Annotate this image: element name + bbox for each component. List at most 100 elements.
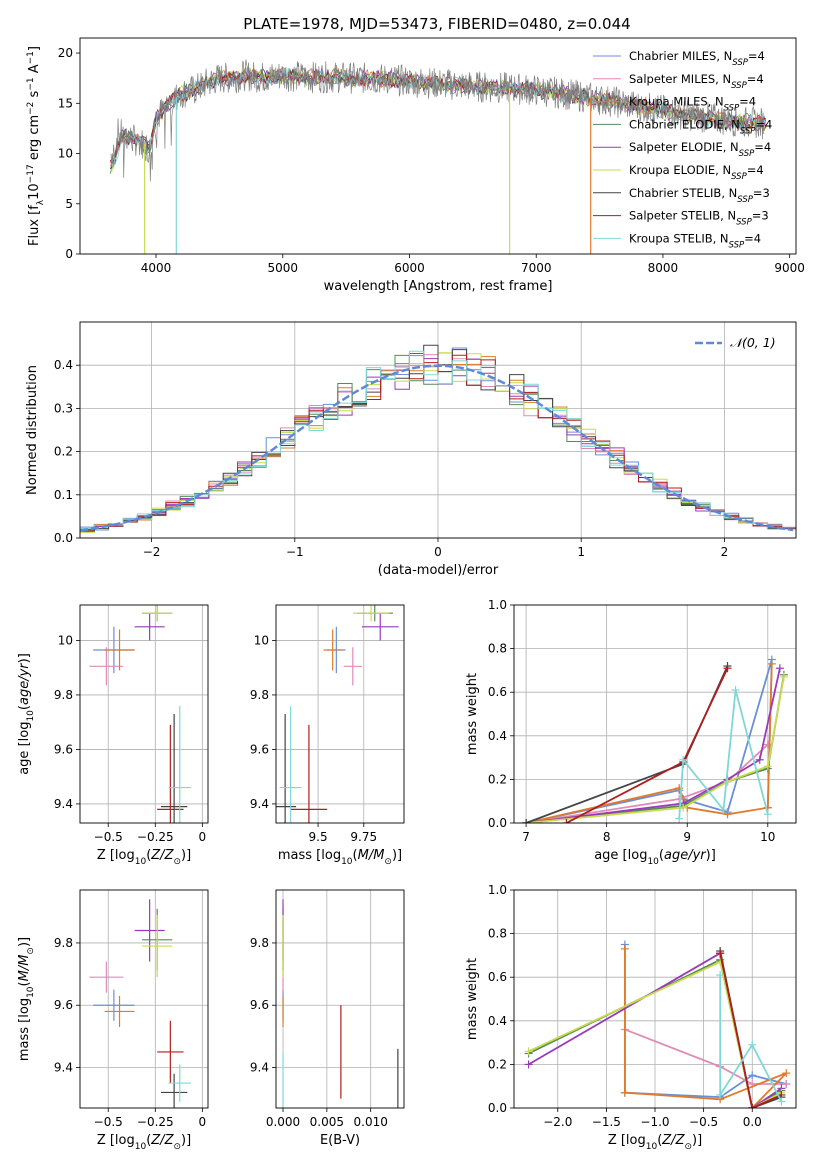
error-bars [276,605,399,823]
mw-marker-kroupa-elodie [779,672,788,681]
x-tick-label: 8 [603,830,611,844]
errorbar-kroupa-stelib [168,705,192,823]
x-axis-label: Z [log10(Z/Z⊙)] [97,1133,191,1152]
spectrum-legend: Chabrier MILES, NSSP=4 Salpeter MILES, NS… [593,49,772,250]
error-bars [282,899,399,1108]
mw-line-salpeter-elodie [525,668,781,823]
x-tick-label: 4000 [141,261,172,275]
y-tick-label: 9.6 [54,742,73,756]
legend-label-chabrier-elodie: Chabrier ELODIE, NSSP=4 [629,117,772,136]
y-axis-label: age [log10(age/yr)] [17,653,36,775]
errorbar-salpeter-elodie [134,613,165,641]
errorbar-chabrier-miles [93,989,135,1021]
errorbar-kroupa-miles [323,629,342,671]
mw-marker-salpeter-miles [763,740,772,749]
y-tick-label: 9.8 [250,688,269,702]
y-tick-label: 15 [58,96,73,110]
x-axis-label: mass [log10(M/M⊙)] [278,848,402,867]
errorbar-kroupa-stelib [279,705,302,823]
y-tick-label: 0.2 [488,772,507,786]
x-tick-label: 9.5 [309,830,328,844]
residual-histogram-panel: −2 −1 0 1 2 0.0 0.1 0.2 0.3 0.4 (data-model)/error… [25,321,797,578]
errorbar-kroupa-stelib [168,1064,192,1102]
y-tick-label: 9.8 [54,688,73,702]
x-tick-label: −1.5 [592,1115,621,1129]
legend-label-kroupa-elodie: Kroupa ELODIE, NSSP=4 [629,163,764,182]
x-tick-label: 1 [577,545,585,559]
x-tick-label: 10 [760,830,775,844]
errorbar-kroupa-elodie [142,605,173,622]
axes-frame [513,889,797,1109]
axes-frame [513,604,797,824]
errorbar-salpeter-elodie [361,613,399,641]
y-tick-label: 0.0 [488,816,507,830]
errorbar-salpeter-miles [89,647,124,686]
errorbar-salpeter-miles [343,647,362,686]
mw-marker-kroupa-stelib [777,1097,786,1106]
mw-marker-salpeter-miles [782,1080,791,1089]
histogram-kroupa-stelib [80,350,796,534]
errorbar-kroupa-elodie [352,605,390,622]
mw-marker-salpeter-stelib [723,664,732,673]
y-axis-label: mass weight [465,673,480,755]
histograms [80,344,796,535]
mw-line-salpeter-miles [624,1028,787,1085]
x-tick-label: −2.0 [543,1115,572,1129]
errorbar-salpeter-stelib [290,724,328,823]
mw-marker-kroupa-miles [620,1088,629,1097]
y-tick-label: 0.8 [488,927,507,941]
y-tick-label: 5 [65,197,73,211]
mw-line-chabrier-miles [525,659,773,823]
errorbar-kroupa-miles [104,629,135,671]
mass-weight-lines [524,940,791,1108]
errorbar-chabrier-stelib [160,1073,188,1108]
x-tick-label: 9000 [774,261,805,275]
y-tick-label: 9.6 [54,998,73,1012]
mw-marker-salpeter-stelib [748,1104,757,1108]
mw-line-salpeter-stelib [719,953,782,1108]
axes-frame [79,889,209,1109]
spectrum-lines [110,59,767,254]
mw-marker-chabrier-stelib [522,819,531,823]
errorbar-salpeter-miles [89,961,124,993]
x-tick-label: −0.25 [137,830,174,844]
y-axis-label: Normed distribution [25,365,40,495]
y-tick-label: 9.4 [250,1061,269,1075]
x-tick-label: −1.0 [640,1115,669,1129]
x-tick-label: 0.005 [310,1115,344,1129]
axes-frame [275,889,405,1109]
y-tick-label: 0.4 [488,729,507,743]
mw-marker-kroupa-miles [723,810,732,819]
mw-marker-salpeter-elodie [775,664,784,673]
data-spectrum-line [110,59,765,182]
x-tick-label: 7 [522,830,530,844]
x-tick-label: −0.25 [137,1115,174,1129]
y-axis-label: mass weight [465,958,480,1040]
y-tick-label: 0.1 [54,488,73,502]
y-tick-label: 9.4 [54,797,73,811]
axes-frame [79,321,797,539]
legend-label-salpeter-stelib: Salpeter STELIB, NSSP=3 [629,209,769,228]
mw-marker-kroupa-stelib [763,810,772,819]
mw-marker-chabrier-miles [748,1071,757,1080]
y-axis-label: mass [log10(M/M⊙)] [17,937,36,1061]
mw-marker-salpeter-elodie [524,1060,533,1069]
errorbar-salpeter-stelib [157,1020,184,1084]
y-tick-label: 9.4 [250,797,269,811]
axes-frame [275,604,405,824]
mass-weight-age-panel: 7 8 9 10 0.0 0.2 0.4 0.6 0.8 1.0 age [log10(age/yr… [465,598,797,867]
x-tick-label: 5000 [267,261,298,275]
x-tick-label: 0 [199,830,207,844]
errorbar-kroupa-elodie [142,914,173,978]
mw-marker-kroupa-miles [767,659,776,668]
mw-marker-kroupa-miles [620,944,629,953]
y-axis-label: Flux [fλ10−17 erg cm−2 s−1 A−1] [26,46,46,246]
errorbar-chabrier-stelib [276,714,297,823]
errorbar-salpeter-stelib [157,724,184,823]
x-axis-label: Z [log10(Z/Z⊙)] [608,1133,702,1152]
mw-marker-kroupa-stelib [675,814,684,823]
y-tick-label: 10 [254,633,269,647]
x-axis-label: (data-model)/error [378,563,499,578]
mw-marker-kroupa-elodie [763,762,772,771]
